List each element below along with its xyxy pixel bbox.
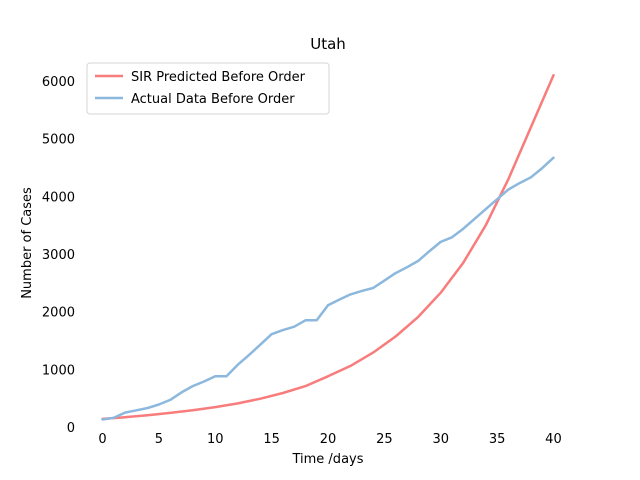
x-tick-label: 15 bbox=[263, 432, 280, 447]
x-tick-label: 30 bbox=[432, 432, 449, 447]
y-tick-label: 1000 bbox=[42, 363, 75, 378]
series-line-actual-data bbox=[101, 156, 555, 421]
x-tick-label: 0 bbox=[98, 432, 106, 447]
y-tick-label: 3000 bbox=[42, 248, 75, 263]
y-tick-label: 0 bbox=[67, 421, 75, 436]
x-tick-label: 40 bbox=[545, 432, 562, 447]
y-tick-label: 6000 bbox=[42, 75, 75, 90]
chart-title: Utah bbox=[310, 35, 346, 53]
y-tick-label: 5000 bbox=[42, 133, 75, 148]
x-axis: 0 5 10 15 20 25 30 35 40 bbox=[98, 432, 561, 447]
y-axis: 0 1000 2000 3000 4000 5000 6000 bbox=[42, 75, 75, 436]
legend-label-actual: Actual Data Before Order bbox=[131, 92, 295, 107]
legend-frame bbox=[86, 62, 330, 115]
legend: SIR Predicted Before Order Actual Data B… bbox=[86, 62, 330, 115]
legend-label-sir: SIR Predicted Before Order bbox=[131, 70, 306, 85]
y-axis-label: Number of Cases bbox=[20, 187, 35, 299]
x-tick-label: 25 bbox=[376, 432, 393, 447]
x-tick-label: 10 bbox=[207, 432, 224, 447]
series-line-sir-predicted bbox=[101, 74, 555, 421]
x-tick-label: 5 bbox=[155, 432, 163, 447]
y-tick-label: 2000 bbox=[42, 306, 75, 321]
x-tick-label: 20 bbox=[320, 432, 337, 447]
x-axis-label: Time /days bbox=[291, 452, 363, 467]
y-tick-label: 4000 bbox=[42, 190, 75, 205]
plot-series bbox=[101, 74, 555, 421]
x-tick-label: 35 bbox=[489, 432, 506, 447]
